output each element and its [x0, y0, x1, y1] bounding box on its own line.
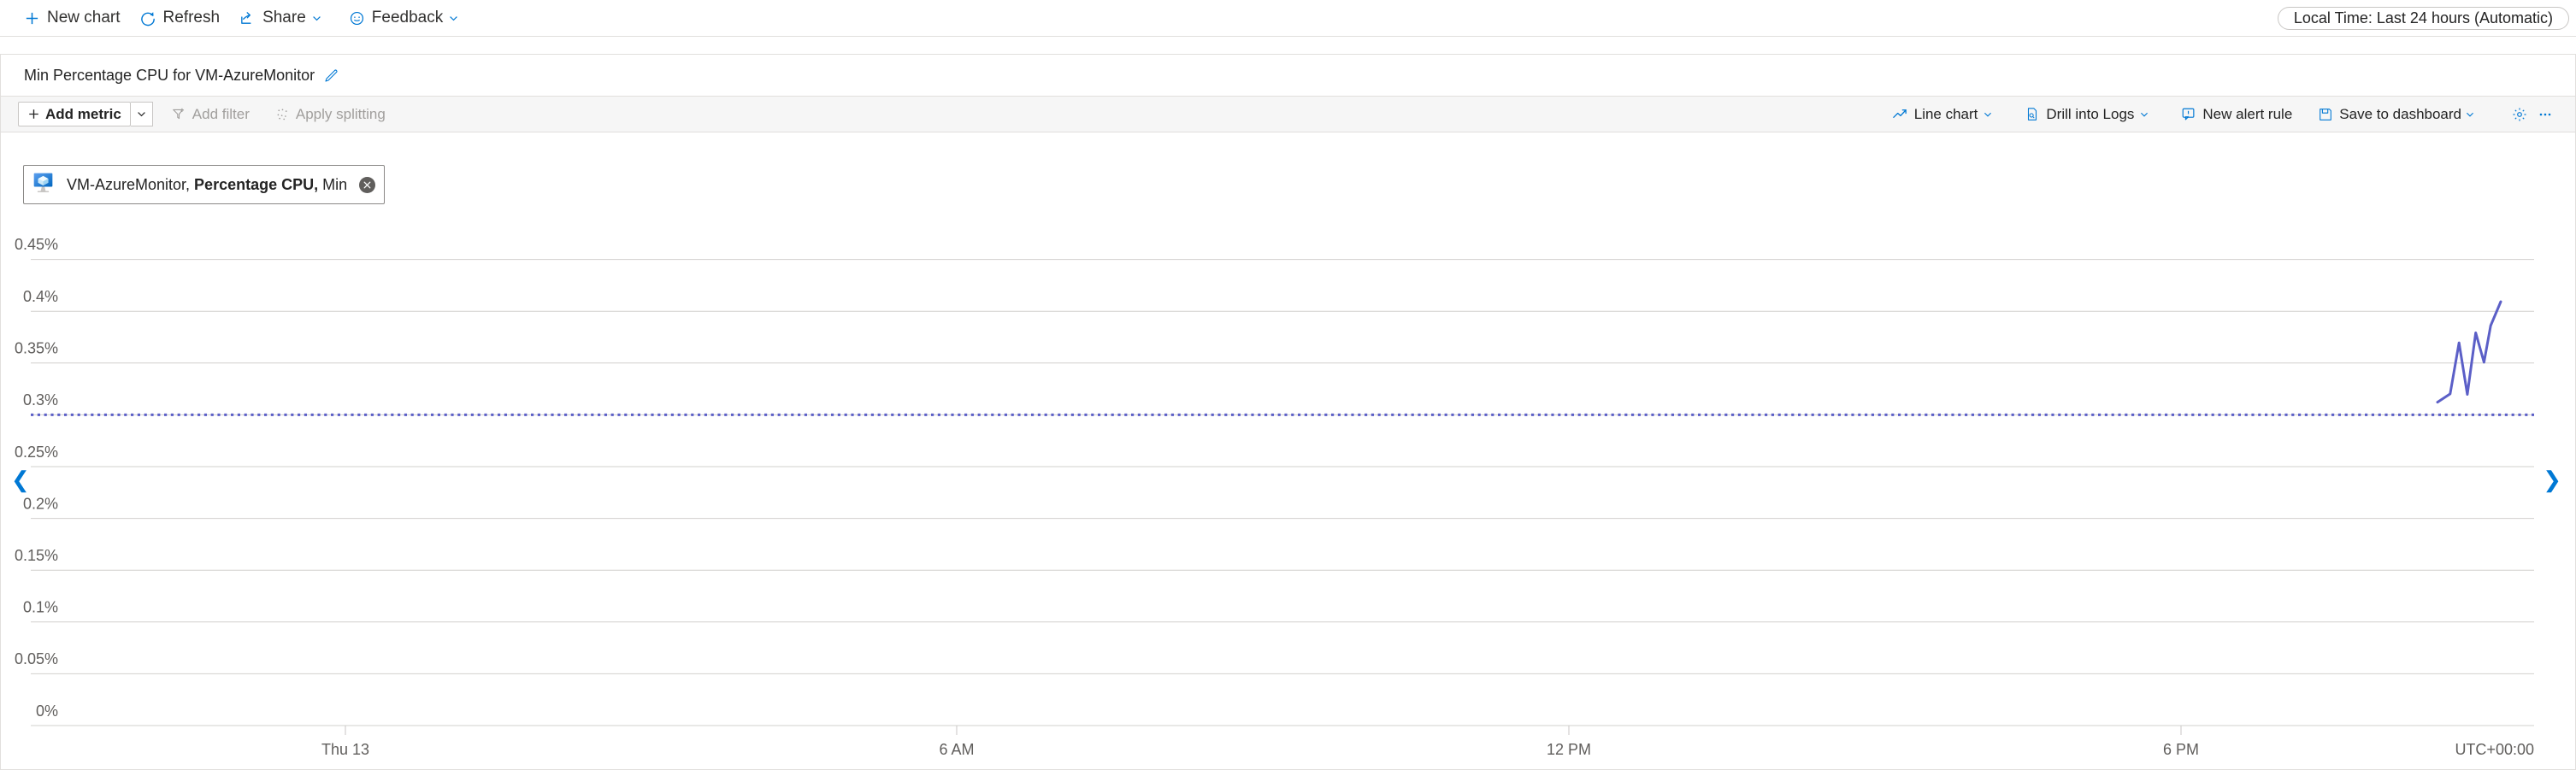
svg-text:0.05%: 0.05%: [15, 650, 58, 667]
svg-text:0.2%: 0.2%: [23, 495, 58, 512]
svg-text:0.35%: 0.35%: [15, 340, 58, 357]
svg-text:12 PM: 12 PM: [1547, 741, 1591, 758]
svg-text:6 AM: 6 AM: [939, 741, 974, 758]
svg-text:Thu 13: Thu 13: [321, 741, 369, 758]
svg-text:0.15%: 0.15%: [15, 547, 58, 564]
svg-text:6 PM: 6 PM: [2163, 741, 2199, 758]
svg-text:UTC+00:00: UTC+00:00: [2455, 741, 2534, 758]
svg-text:0.4%: 0.4%: [23, 288, 58, 305]
svg-text:0.25%: 0.25%: [15, 444, 58, 461]
svg-text:0.45%: 0.45%: [15, 236, 58, 253]
svg-text:0.3%: 0.3%: [23, 391, 58, 409]
svg-text:0.1%: 0.1%: [23, 599, 58, 616]
svg-text:0%: 0%: [36, 702, 58, 720]
